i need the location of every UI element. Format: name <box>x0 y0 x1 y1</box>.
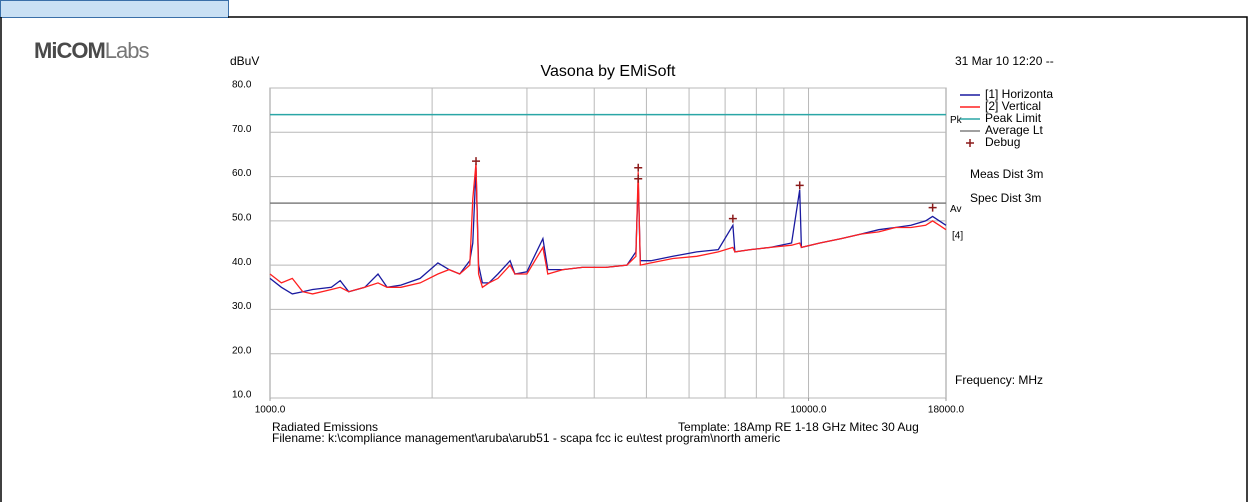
timestamp: 31 Mar 10 12:20 -- <box>955 54 1054 68</box>
marker <box>795 181 804 190</box>
limit-label: Av <box>950 204 962 215</box>
legend-label: Debug <box>985 135 1020 149</box>
marker <box>472 157 481 166</box>
x-tick-label: 1000.0 <box>255 405 286 416</box>
y-tick-label: 10.0 <box>232 390 252 401</box>
logo-light: Labs <box>105 38 150 63</box>
frame <box>0 16 1248 502</box>
annotation: [4] <box>952 231 963 242</box>
tab <box>0 0 229 18</box>
series-line <box>269 163 947 295</box>
legend-label: Peak Limit <box>985 111 1042 125</box>
y-tick-label: 50.0 <box>232 212 252 223</box>
marker <box>634 163 643 172</box>
note: Spec Dist 3m <box>970 191 1041 205</box>
y-tick-label: 80.0 <box>232 80 252 91</box>
x-label: Frequency: MHz <box>955 373 1043 387</box>
y-tick-label: 60.0 <box>232 168 252 179</box>
marker <box>728 214 737 223</box>
y-tick-label: 40.0 <box>232 257 252 268</box>
plot-area <box>269 87 947 399</box>
y-tick-label: 30.0 <box>232 301 252 312</box>
footer-template: Template: 18Amp RE 1-18 GHz Mitec 30 Aug <box>678 420 919 434</box>
limit-label: Pk <box>950 115 963 126</box>
y-label: dBuV <box>230 54 259 68</box>
legend-label: [1] Horizonta <box>985 87 1053 101</box>
chart-title: Vasona by EMiSoft <box>541 63 676 80</box>
x-tick-label: 10000.0 <box>790 405 827 416</box>
marker <box>928 203 937 212</box>
note: Meas Dist 3m <box>970 167 1043 181</box>
y-tick-label: 70.0 <box>232 124 252 135</box>
footer-filename: Filename: k:\compliance management\aruba… <box>272 431 780 445</box>
y-tick-label: 20.0 <box>232 345 252 356</box>
legend-swatch <box>966 139 974 147</box>
logo: MiCOMLabs <box>34 38 149 63</box>
footer-left: Radiated Emissions <box>272 420 378 434</box>
logo-bold: MiCOM <box>34 38 105 63</box>
x-tick-label: 18000.0 <box>928 405 965 416</box>
legend-label: [2] Vertical <box>985 99 1041 113</box>
marker <box>634 174 643 183</box>
legend-label: Average Lt <box>985 123 1043 137</box>
